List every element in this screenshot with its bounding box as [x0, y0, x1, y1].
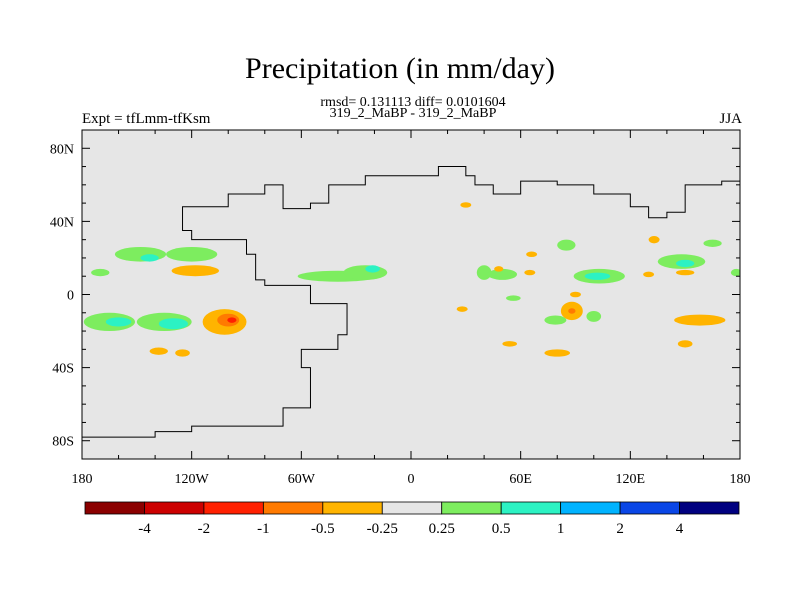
y-tick-label: 0: [67, 289, 74, 304]
colorbar-swatch: [619, 501, 680, 515]
anomaly-region: [674, 314, 726, 326]
anomaly-region: [584, 272, 611, 280]
y-tick-label: 80N: [50, 142, 74, 157]
y-axis: 80N 40N 0 40S 80S: [50, 129, 740, 460]
anomaly-region: [703, 239, 722, 247]
anomaly-region: [677, 340, 693, 348]
season-label: JJA: [719, 111, 742, 127]
y-tick-label: 40S: [52, 362, 74, 377]
anomaly-region: [476, 265, 492, 280]
anomaly-region: [158, 318, 189, 330]
colorbar: -4 -2 -1 -0.5 -0.25 0.25 0.5 1 2 4: [84, 501, 740, 537]
anomaly-region: [730, 268, 740, 277]
colorbar-label: 2: [616, 521, 624, 537]
anomaly-region: [91, 268, 110, 277]
anomaly-region: [586, 310, 602, 322]
anomaly-region: [171, 265, 220, 277]
x-tick-label: 180: [72, 472, 93, 487]
anomaly-region: [544, 315, 567, 325]
anomaly-region: [105, 317, 132, 327]
x-tick-label: 60E: [509, 472, 532, 487]
anomaly-region: [343, 265, 388, 280]
colorbar-swatch: [203, 501, 264, 515]
colorbar-swatch: [381, 501, 443, 515]
y-tick-label: 80S: [52, 435, 74, 450]
anomaly-region: [494, 266, 504, 272]
colorbar-label: 0.25: [429, 521, 455, 537]
colorbar-swatch: [84, 501, 145, 515]
anomaly-region: [676, 259, 695, 268]
anomaly-region: [175, 349, 190, 357]
anomaly-region: [524, 269, 536, 276]
anomaly-region: [487, 268, 518, 280]
stats-line: rmsd= 0.131113 diff= 0.0101604: [320, 95, 506, 110]
plot-background: [82, 130, 740, 459]
x-axis: 180 120W 60W 0 60E 120E 180: [72, 130, 751, 487]
anomaly-region: [456, 306, 468, 312]
y-tick-label: 40N: [50, 215, 74, 230]
colorbar-label: -1: [257, 521, 270, 537]
coastline: [82, 166, 740, 438]
anomaly-region: [526, 251, 538, 258]
colorbar-label: -0.25: [367, 521, 398, 537]
x-tick-label: 60W: [288, 472, 316, 487]
coastline-layer: [82, 166, 740, 438]
anomaly-region: [140, 254, 159, 262]
x-tick-label: 0: [408, 472, 415, 487]
experiment-label: Expt = tfLmm-tfKsm: [82, 111, 211, 127]
colorbar-swatch: [322, 501, 383, 515]
colorbar-swatch: [262, 501, 324, 515]
anomaly-region: [648, 236, 660, 244]
anomaly-region: [643, 271, 655, 278]
case-line: 319_2_MaBP - 319_2_MaBP: [329, 106, 497, 121]
colorbar-swatch: [144, 501, 205, 515]
colorbar-swatch: [560, 501, 621, 515]
colorbar-label: -0.5: [311, 521, 335, 537]
colorbar-swatch: [500, 501, 562, 515]
x-tick-label: 120W: [175, 472, 210, 487]
anomaly-region: [506, 295, 521, 301]
colorbar-swatch: [679, 501, 740, 515]
anomaly-region: [557, 239, 576, 251]
x-tick-label: 180: [730, 472, 751, 487]
anomaly-layer: [83, 202, 740, 357]
anomaly-region: [114, 246, 167, 262]
anomaly-region: [676, 269, 695, 276]
colorbar-swatch: [441, 501, 502, 515]
anomaly-region: [166, 246, 218, 262]
anomaly-region: [502, 341, 518, 347]
anomaly-region: [568, 308, 576, 314]
colorbar-label: -2: [198, 521, 211, 537]
anomaly-region: [544, 349, 571, 357]
colorbar-label: -4: [138, 521, 151, 537]
anomaly-region: [570, 291, 581, 298]
colorbar-label: 4: [676, 521, 684, 537]
anomaly-region: [227, 317, 237, 323]
anomaly-region: [365, 265, 380, 273]
colorbar-label: 0.5: [492, 521, 511, 537]
anomaly-region: [149, 347, 168, 355]
x-tick-label: 120E: [616, 472, 646, 487]
anomaly-region: [460, 202, 472, 208]
chart-title: Precipitation (in mm/day): [245, 52, 555, 85]
colorbar-label: 1: [557, 521, 565, 537]
